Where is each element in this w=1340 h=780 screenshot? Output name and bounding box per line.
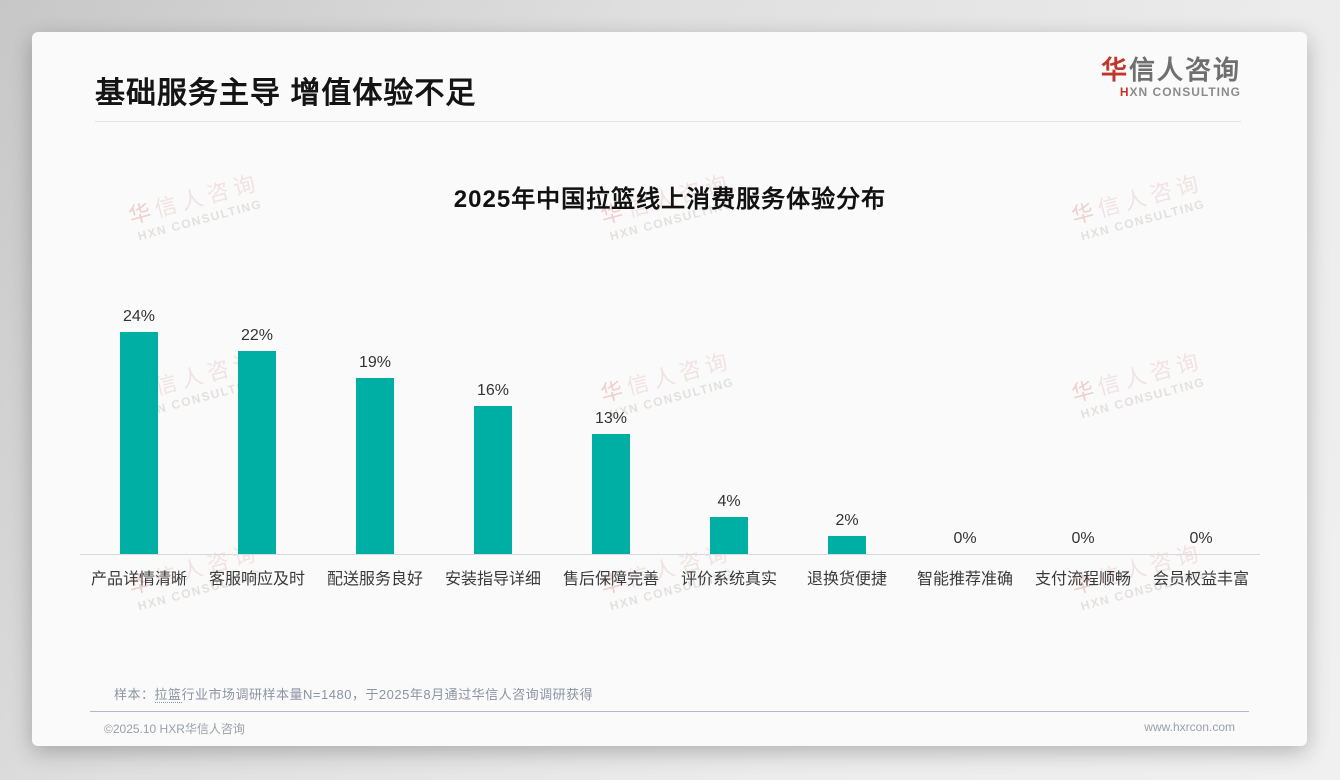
logo-chinese-rest: 信人咨询 [1128,55,1241,85]
bar [592,433,630,554]
bar [120,332,158,554]
bar-value-label: 4% [717,493,741,510]
logo-english-first-char: H [1119,84,1130,99]
x-axis-label: 会员权益丰富 [1152,571,1249,588]
bar-slot: 19% [316,295,434,554]
logo-english-rest: XN CONSULTING [1129,84,1241,99]
x-axis-label: 退换货便捷 [806,571,887,588]
bar-value-label: 2% [835,511,859,529]
bar-value-label: 13% [594,409,628,427]
x-axis-label: 产品详情清晰 [90,571,187,588]
note-underlined-term: 拉篮 [154,687,182,703]
bar [356,378,394,554]
x-axis-label: 安装指导详细 [444,571,541,588]
bar-slot: 22% [198,295,316,554]
bar-slot: 4% [670,295,788,554]
bar-chart-plot-area: 24% 22% 19% 16% 13% 4% 2% 0% 0% 0% [80,295,1260,555]
bar-value-label: 22% [240,326,274,344]
sample-note: 样本：拉篮行业市场调研样本量N=1480，于2025年8月通过华信人咨询调研获得 [114,684,593,703]
page-title: 基础服务主导 增值体验不足 [95,77,477,110]
chart-title: 2025年中国拉篮线上消费服务体验分布 [453,186,887,213]
x-axis-label: 评价系统真实 [680,571,777,588]
header-divider [95,121,1241,122]
footer-copyright: ©2025.10 HXR华信人咨询 [104,722,245,736]
x-axis-label: 客服响应及时 [208,571,305,588]
x-axis-label: 售后保障完善 [562,571,659,588]
company-logo: 华信人咨询 HXN CONSULTING [1100,55,1241,100]
bar-slot: 0% [906,295,1024,554]
logo-chinese-first-char: 华 [1100,55,1129,85]
bar [828,535,866,554]
footer-website: www.hxrcon.com [1144,720,1235,734]
bar [474,406,512,554]
x-axis-label: 配送服务良好 [326,571,423,588]
logo-english-name: HXN CONSULTING [1101,84,1241,100]
bar-value-label: 16% [476,382,510,399]
bar-value-label: 24% [122,308,156,325]
x-axis-labels: 产品详情清晰 客服响应及时 配送服务良好 安装指导详细 售后保障完善 评价系统真实 退换货便… [80,565,1260,589]
slide-footer: ©2025.10 HXR华信人咨询 www.hxrcon.com [90,711,1249,737]
bar-slot: 0% [1142,295,1260,554]
bar-slot: 13% [552,295,670,554]
bar-value-label: 19% [358,354,392,372]
bar-value-label: 0% [1071,530,1095,547]
bar-slot: 24% [80,295,198,554]
bar [710,517,748,554]
bar-slot: 2% [788,295,906,554]
report-slide: 华信人咨询 HXN CONSULTING 华信人咨询 HXN CONSULTING 华信… [32,32,1307,746]
x-axis-label: 支付流程顺畅 [1034,571,1131,588]
note-prefix: 样本： [114,687,155,702]
x-axis-label: 智能推荐准确 [916,571,1013,588]
note-rest: 行业市场调研样本量N=1480，于2025年8月通过华信人咨询调研获得 [181,687,594,702]
bar-value-label: 0% [1189,530,1213,547]
logo-chinese-name: 华信人咨询 [1100,55,1241,86]
bar-slot: 0% [1024,295,1142,554]
bar-value-label: 0% [953,530,977,547]
bar [238,350,276,554]
bar-slot: 16% [434,295,552,554]
